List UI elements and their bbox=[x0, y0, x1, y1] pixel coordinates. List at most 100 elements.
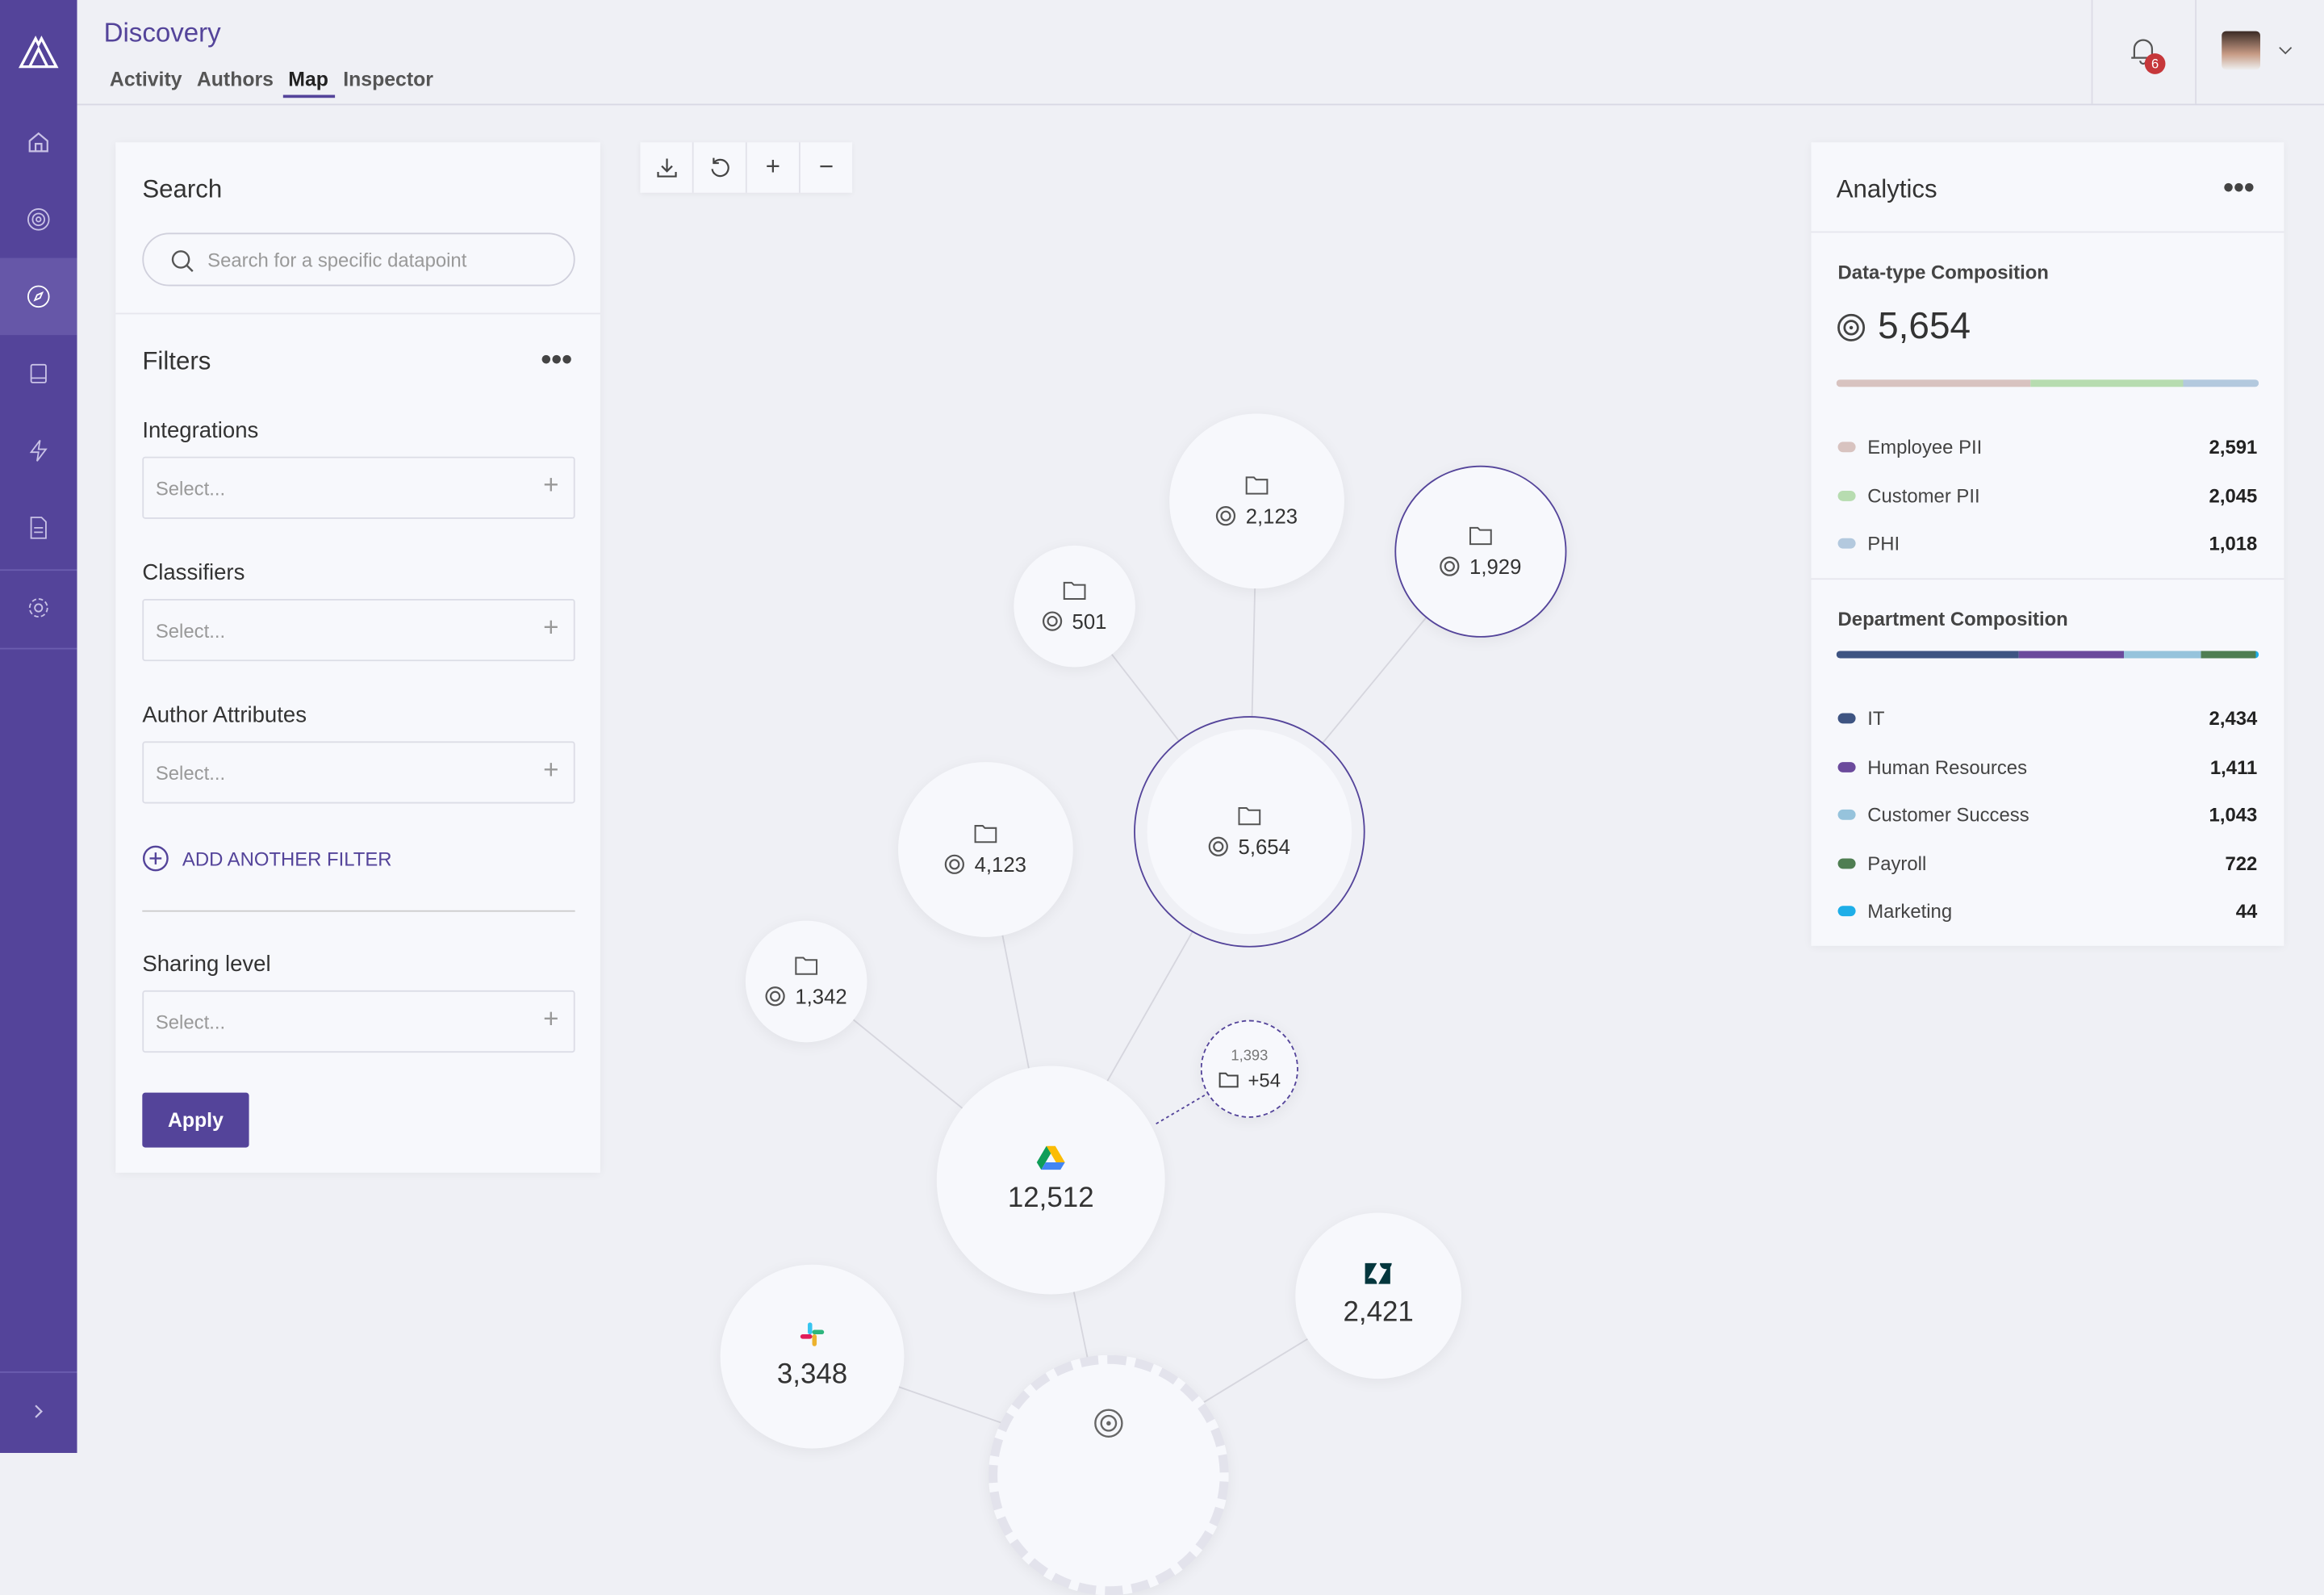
slack-icon bbox=[800, 1322, 825, 1346]
integrations-select[interactable]: Select... + bbox=[142, 456, 575, 519]
map-node-folder[interactable]: 2,123 bbox=[1169, 413, 1344, 589]
legend-dot bbox=[1837, 713, 1856, 724]
add-filter-button[interactable]: ADD ANOTHER FILTER bbox=[142, 845, 392, 872]
legend-value: 2,045 bbox=[2209, 484, 2258, 507]
zoom-in-icon[interactable]: + bbox=[747, 142, 800, 193]
book-icon[interactable] bbox=[0, 335, 77, 412]
node-value: 2,421 bbox=[1343, 1297, 1414, 1329]
tab-authors[interactable]: Authors bbox=[196, 68, 274, 91]
bar-segment bbox=[1836, 379, 2030, 387]
node-count: 1,393 bbox=[1231, 1047, 1269, 1064]
legend-label: Payroll bbox=[1867, 852, 1927, 875]
analytics-title: Analytics bbox=[1836, 174, 1937, 203]
filters-title: Filters bbox=[142, 346, 211, 375]
legend-label: Customer Success bbox=[1867, 803, 2029, 827]
map-node-folder[interactable]: 1,929 bbox=[1394, 465, 1567, 638]
legend-value: 44 bbox=[2235, 900, 2258, 923]
total-value: 5,654 bbox=[1878, 305, 1971, 347]
sidebar bbox=[0, 0, 77, 1453]
legend-row: IT 2,434 bbox=[1837, 707, 2257, 730]
legend-row: Customer PII 2,045 bbox=[1837, 484, 2258, 507]
folder-icon bbox=[795, 957, 818, 975]
node-value: 12,512 bbox=[1007, 1183, 1094, 1215]
folder-icon bbox=[1245, 476, 1269, 495]
legend-value: 722 bbox=[2225, 852, 2258, 875]
legend-row: Customer Success 1,043 bbox=[1837, 803, 2257, 827]
apply-button[interactable]: Apply bbox=[142, 1092, 249, 1148]
select-placeholder: Select... bbox=[155, 619, 226, 643]
select-placeholder: Select... bbox=[155, 1011, 226, 1034]
header: Discovery Activity Authors Map Inspector bbox=[77, 0, 2324, 106]
node-value: 3,348 bbox=[776, 1359, 848, 1391]
divider bbox=[1811, 231, 2284, 233]
search-input[interactable]: Search for a specific datapoint bbox=[142, 232, 575, 287]
plus-icon: + bbox=[543, 470, 559, 500]
more-icon[interactable]: ••• bbox=[2223, 172, 2255, 205]
add-filter-label: ADD ANOTHER FILTER bbox=[182, 847, 392, 870]
page-title: Discovery bbox=[103, 18, 221, 48]
document-icon[interactable] bbox=[0, 489, 77, 567]
target-icon[interactable] bbox=[0, 181, 77, 258]
folder-icon bbox=[1218, 1072, 1239, 1088]
google-drive-icon bbox=[1036, 1145, 1065, 1170]
bar-segment bbox=[1836, 651, 2019, 659]
legend-dot bbox=[1837, 538, 1856, 549]
datapoint-icon bbox=[1094, 1409, 1123, 1438]
tab-map[interactable]: Map bbox=[282, 68, 335, 98]
home-icon[interactable] bbox=[0, 104, 77, 182]
datatype-bar bbox=[1836, 379, 2259, 387]
tab-activity[interactable]: Activity bbox=[109, 68, 182, 91]
map-node-more[interactable]: 1,393 +54 bbox=[1200, 1019, 1298, 1118]
plus-icon: + bbox=[543, 612, 559, 643]
legend-dot bbox=[1837, 761, 1856, 772]
bar-segment bbox=[2029, 379, 2183, 387]
search-title: Search bbox=[142, 174, 223, 203]
more-icon[interactable]: ••• bbox=[541, 344, 573, 377]
logo-icon[interactable] bbox=[0, 14, 77, 91]
node-value: 501 bbox=[1072, 609, 1107, 634]
divider bbox=[115, 312, 600, 315]
divider bbox=[0, 647, 77, 650]
datapoint-icon bbox=[1216, 506, 1236, 526]
map-node-google-drive[interactable]: 12,512 bbox=[936, 1065, 1165, 1295]
compass-icon[interactable] bbox=[0, 257, 77, 336]
map-node-zendesk[interactable]: 2,421 bbox=[1295, 1212, 1462, 1379]
download-icon[interactable] bbox=[640, 142, 694, 193]
author-attributes-select[interactable]: Select... + bbox=[142, 741, 575, 804]
map-node-datapoint[interactable] bbox=[989, 1354, 1229, 1595]
chevron-right-icon[interactable] bbox=[0, 1373, 77, 1451]
legend-label: Customer PII bbox=[1867, 484, 1980, 507]
datatype-total: 5,654 bbox=[1837, 305, 1971, 348]
classifiers-select[interactable]: Select... + bbox=[142, 599, 575, 662]
divider bbox=[1811, 578, 2284, 580]
legend-dot bbox=[1837, 858, 1856, 869]
legend-row: Payroll 722 bbox=[1837, 852, 2258, 875]
map-node-folder[interactable]: 501 bbox=[1014, 545, 1135, 668]
map-node-slack[interactable]: 3,348 bbox=[720, 1264, 905, 1449]
divider bbox=[0, 1371, 77, 1373]
folder-icon bbox=[974, 825, 997, 844]
bar-segment bbox=[2018, 651, 2124, 659]
map-node-folder[interactable]: 4,123 bbox=[898, 762, 1073, 937]
plus-icon: + bbox=[543, 754, 559, 785]
map-node-folder[interactable]: 5,654 bbox=[1147, 729, 1352, 935]
tabs: Activity Authors Map Inspector bbox=[109, 68, 433, 98]
plus-icon: + bbox=[543, 1003, 559, 1034]
gear-icon[interactable] bbox=[0, 569, 77, 647]
divider bbox=[0, 569, 77, 571]
folder-icon bbox=[1469, 526, 1492, 546]
node-value: 1,929 bbox=[1469, 554, 1522, 579]
sharing-level-select[interactable]: Select... + bbox=[142, 990, 575, 1053]
user-menu[interactable] bbox=[2195, 0, 2324, 104]
map-node-folder[interactable]: 1,342 bbox=[745, 920, 867, 1043]
chevron-down-icon bbox=[2279, 47, 2293, 55]
node-value: 5,654 bbox=[1238, 835, 1290, 859]
bar-segment bbox=[2123, 651, 2202, 659]
bolt-icon[interactable] bbox=[0, 412, 77, 490]
zoom-out-icon[interactable]: − bbox=[818, 153, 834, 182]
legend-dot bbox=[1837, 490, 1856, 501]
reset-icon[interactable] bbox=[694, 142, 747, 193]
analytics-panel: Analytics ••• Data-type Composition 5,65… bbox=[1811, 142, 2284, 946]
tab-inspector[interactable]: Inspector bbox=[343, 68, 433, 91]
department-title: Department Composition bbox=[1837, 608, 2068, 630]
